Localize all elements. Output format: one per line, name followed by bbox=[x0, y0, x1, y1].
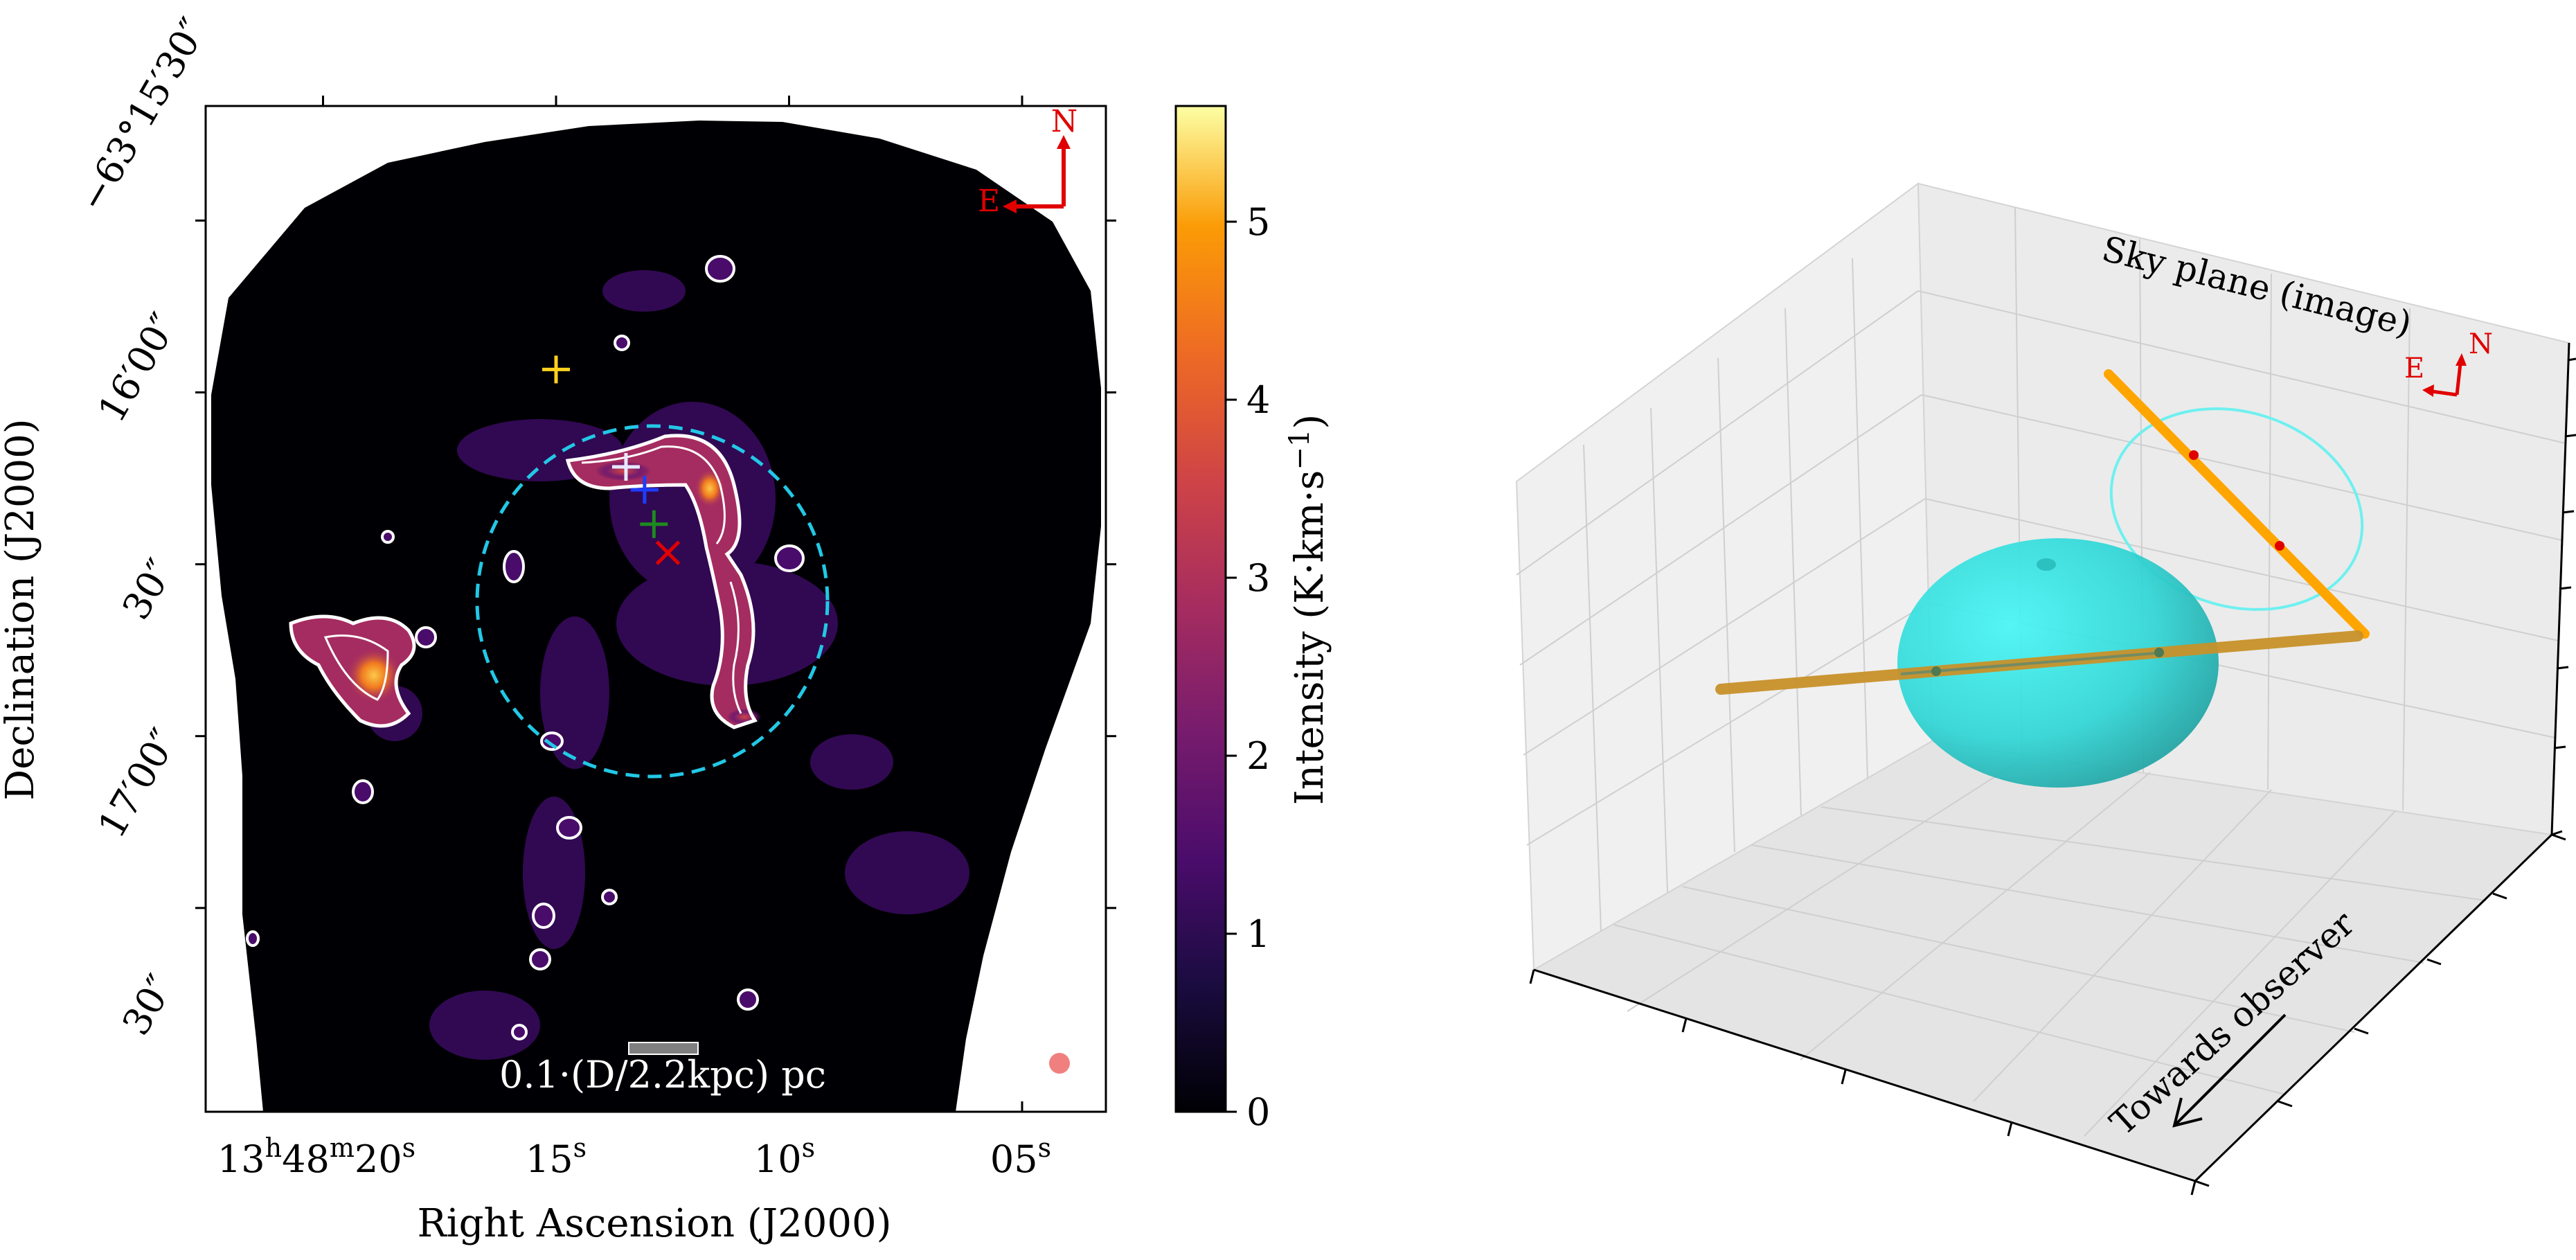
observer-arrow bbox=[2172, 1013, 2287, 1128]
ra-tick-label: 10s bbox=[754, 1133, 815, 1181]
colorbar-tick-label: 2 bbox=[1246, 734, 1270, 778]
dec-tick-label: 17′00″ bbox=[89, 721, 186, 845]
ra-tick-label: 13h48m20s bbox=[217, 1133, 415, 1181]
cross-marker bbox=[655, 540, 681, 565]
dec-tick-label: 30″ bbox=[114, 552, 182, 627]
rod-point bbox=[2154, 648, 2164, 657]
rod-3d-inner bbox=[1900, 651, 2165, 675]
colorbar: 0 1 2 3 4 5 Intensity (K·km·s−1) bbox=[1174, 105, 1332, 1134]
grid-lines bbox=[1516, 207, 2566, 1137]
compass-3d: N E bbox=[2404, 328, 2493, 397]
colorbar-tick-label: 3 bbox=[1246, 556, 1270, 600]
colorbar-tick-label: 4 bbox=[1246, 378, 1270, 422]
plus-marker bbox=[542, 355, 570, 384]
north-label-3d: N bbox=[2469, 328, 2493, 360]
dec-tick-label: −63°15′30″ bbox=[70, 10, 215, 219]
aperture-circle bbox=[475, 424, 830, 779]
colorbar-tick-label: 1 bbox=[1246, 912, 1270, 956]
colorbar-label: Intensity (K·km·s−1) bbox=[1284, 414, 1332, 805]
dec-tick-label: 30″ bbox=[114, 968, 182, 1042]
colorbar-ticks: 0 1 2 3 4 5 bbox=[1226, 200, 1270, 1134]
scale-bar: 0.1·(D/2.2kpc) pc bbox=[499, 1042, 826, 1097]
projected-point bbox=[2275, 541, 2284, 551]
dec-tick-labels: −63°15′30″ 16′00″ 30″ 17′00″ 30″ bbox=[70, 10, 215, 1042]
sphere-highlight bbox=[2037, 558, 2056, 571]
ra-tick-label: 15s bbox=[526, 1133, 587, 1181]
sky-plane-ellipse bbox=[2109, 407, 2364, 611]
geometry-3d-panel: Sky plane (image) Towards observer N E bbox=[1515, 182, 2576, 1196]
y-axis-label: Declination (J2000) bbox=[0, 418, 43, 800]
ra-tick-label: 05s bbox=[990, 1133, 1051, 1181]
emission-clump-west bbox=[289, 614, 416, 728]
x-axis-label: Right Ascension (J2000) bbox=[418, 1201, 892, 1246]
emission-arc bbox=[565, 434, 762, 729]
projected-point bbox=[2189, 450, 2199, 460]
source-markers bbox=[542, 355, 681, 565]
projected-rod bbox=[2104, 369, 2370, 639]
compass-map: N E bbox=[978, 104, 1077, 219]
scale-bar-label: 0.1·(D/2.2kpc) pc bbox=[499, 1053, 826, 1097]
contour-islands bbox=[246, 255, 805, 1040]
beam-ellipse bbox=[1049, 1053, 1070, 1074]
colorbar-tick-label: 5 bbox=[1246, 200, 1270, 244]
plus-marker bbox=[640, 510, 668, 538]
rod-point bbox=[1931, 666, 1941, 676]
map-axes-frame bbox=[204, 105, 1107, 1113]
plus-marker bbox=[611, 453, 640, 481]
east-label-3d: E bbox=[2404, 353, 2424, 384]
axis-ticks-3d bbox=[1529, 357, 2576, 1196]
colorbar-gradient bbox=[1174, 105, 1227, 1113]
map-ticks bbox=[195, 96, 1116, 1112]
north-label: N bbox=[1051, 104, 1078, 139]
plus-marker bbox=[630, 476, 659, 504]
dec-tick-label: 16′00″ bbox=[89, 305, 186, 429]
intensity-map-panel: 0.1·(D/2.2kpc) pc N E 13h48m20s 15s 10s bbox=[0, 10, 1116, 1246]
east-label: E bbox=[978, 184, 1000, 219]
colorbar-tick-label: 0 bbox=[1246, 1090, 1270, 1134]
ra-tick-labels: 13h48m20s 15s 10s 05s bbox=[217, 1133, 1051, 1181]
